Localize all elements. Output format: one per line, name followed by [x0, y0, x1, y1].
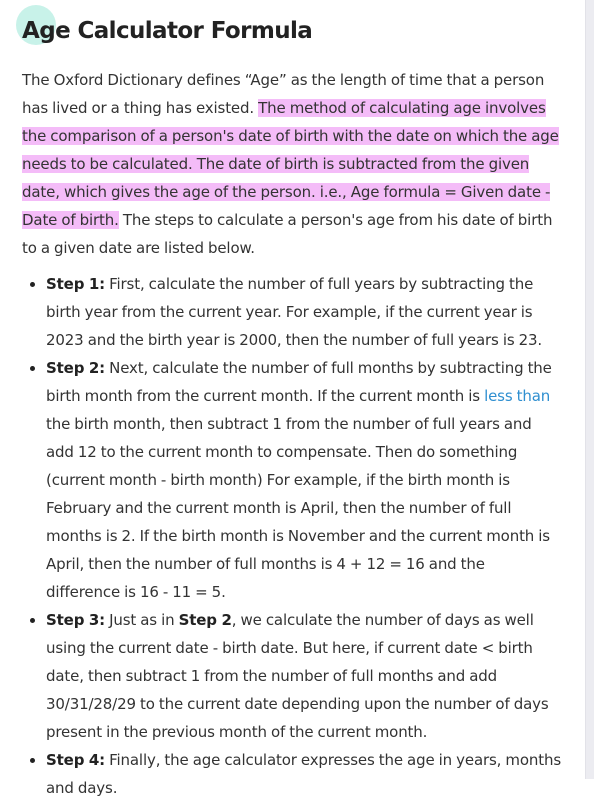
step-3-bold-ref: Step 2	[178, 611, 232, 629]
step-2: Step 2: Next, calculate the number of fu…	[46, 354, 562, 606]
step-4-label: Step 4:	[46, 751, 105, 769]
step-2-text-after: the birth month, then subtract 1 from th…	[46, 415, 550, 601]
step-4-text: Finally, the age calculator expresses th…	[46, 751, 562, 797]
article: Age Calculator Formula The Oxford Dictio…	[16, 0, 562, 802]
step-2-text-before: Next, calculate the number of full month…	[46, 359, 552, 405]
step-1-text: First, calculate the number of full year…	[46, 275, 543, 349]
title-accent-dot	[16, 5, 56, 45]
step-3: Step 3: Just as in Step 2, we calculate …	[46, 606, 562, 746]
page-title: Age Calculator Formula	[22, 18, 313, 44]
intro-lead: The Oxford Dictionary defines “Age” as t…	[22, 71, 545, 117]
intro-highlight: The method of calculating age involves t…	[22, 99, 559, 229]
steps-list: Step 1: First, calculate the number of f…	[22, 270, 562, 802]
step-2-label: Step 2:	[46, 359, 105, 377]
intro-tail: The steps to calculate a person's age fr…	[22, 211, 553, 257]
title-block: Age Calculator Formula	[16, 0, 562, 66]
intro-paragraph: The Oxford Dictionary defines “Age” as t…	[22, 66, 562, 262]
step-1: Step 1: First, calculate the number of f…	[46, 270, 562, 354]
step-3-text-before: Just as in	[109, 611, 175, 629]
step-4: Step 4: Finally, the age calculator expr…	[46, 746, 562, 802]
step-3-text-after: , we calculate the number of days as wel…	[46, 611, 549, 741]
step-1-label: Step 1:	[46, 275, 105, 293]
step-3-label: Step 3:	[46, 611, 105, 629]
less-than-link[interactable]: less than	[484, 387, 551, 405]
page-scroll-edge	[585, 0, 594, 779]
